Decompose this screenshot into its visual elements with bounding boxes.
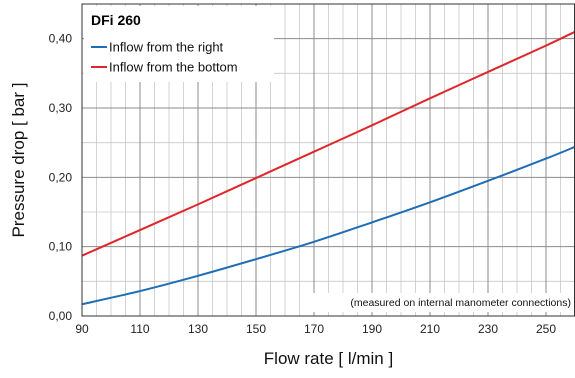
series-line-inflow-bottom bbox=[81, 30, 575, 257]
y-tick-label: 0,20 bbox=[49, 170, 73, 184]
series-layer bbox=[81, 30, 575, 306]
series-line-inflow-right bbox=[81, 145, 575, 306]
tick-labels: 90 110 130 150 170 190 210 230 250 0,00 0,10 0,20 0,… bbox=[49, 32, 557, 336]
chart-title: DFi 260 bbox=[91, 12, 141, 28]
legend: DFi 260 Inflow from the right Inflow fro… bbox=[84, 6, 274, 82]
x-tick-label: 170 bbox=[304, 322, 324, 336]
legend-label-inflow-right: Inflow from the right bbox=[109, 40, 224, 55]
y-axis-title: Pressure drop [ bar ] bbox=[9, 83, 28, 238]
x-tick-label: 210 bbox=[420, 322, 440, 336]
x-tick-label: 230 bbox=[478, 322, 498, 336]
y-tick-label: 0,30 bbox=[49, 101, 73, 115]
y-tick-label: 0,00 bbox=[49, 309, 73, 323]
x-tick-label: 190 bbox=[362, 322, 382, 336]
x-tick-label: 250 bbox=[536, 322, 556, 336]
y-tick-label: 0,10 bbox=[49, 240, 73, 254]
x-tick-label: 130 bbox=[188, 322, 208, 336]
legend-label-inflow-bottom: Inflow from the bottom bbox=[109, 60, 238, 75]
x-tick-label: 110 bbox=[130, 322, 149, 336]
x-axis-title: Flow rate [ l/min ] bbox=[264, 349, 393, 368]
measurement-note: (measured on internal manometer connecti… bbox=[350, 297, 571, 309]
x-tick-label: 90 bbox=[75, 322, 89, 336]
y-tick-label: 0,40 bbox=[49, 32, 73, 46]
annotation-background bbox=[310, 293, 573, 312]
legend-background bbox=[84, 6, 274, 82]
x-tick-label: 150 bbox=[246, 322, 266, 336]
